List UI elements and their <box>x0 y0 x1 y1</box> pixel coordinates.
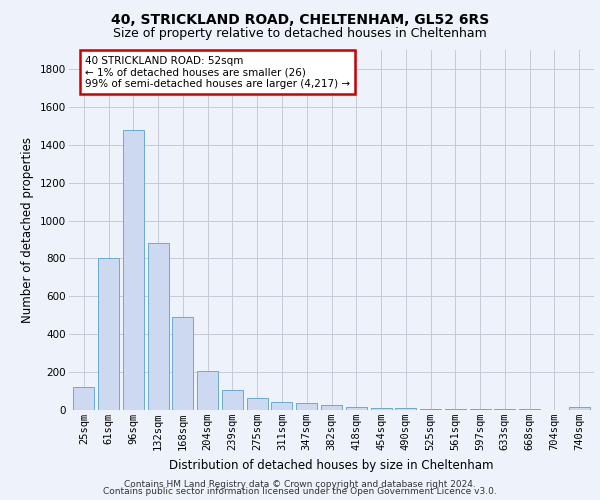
Bar <box>346 407 367 410</box>
Bar <box>73 388 94 410</box>
Text: Size of property relative to detached houses in Cheltenham: Size of property relative to detached ho… <box>113 28 487 40</box>
Bar <box>569 406 590 410</box>
Bar <box>222 390 243 410</box>
Bar <box>172 317 193 410</box>
Text: Contains public sector information licensed under the Open Government Licence v3: Contains public sector information licen… <box>103 487 497 496</box>
Bar <box>296 404 317 410</box>
Bar <box>123 130 144 410</box>
Bar <box>395 408 416 410</box>
Text: 40, STRICKLAND ROAD, CHELTENHAM, GL52 6RS: 40, STRICKLAND ROAD, CHELTENHAM, GL52 6R… <box>111 12 489 26</box>
Bar <box>197 371 218 410</box>
Text: Contains HM Land Registry data © Crown copyright and database right 2024.: Contains HM Land Registry data © Crown c… <box>124 480 476 489</box>
Text: 40 STRICKLAND ROAD: 52sqm
← 1% of detached houses are smaller (26)
99% of semi-d: 40 STRICKLAND ROAD: 52sqm ← 1% of detach… <box>85 56 350 89</box>
Bar <box>445 409 466 410</box>
Bar <box>470 409 491 410</box>
Bar <box>420 409 441 410</box>
X-axis label: Distribution of detached houses by size in Cheltenham: Distribution of detached houses by size … <box>169 458 494 471</box>
Y-axis label: Number of detached properties: Number of detached properties <box>22 137 34 323</box>
Bar <box>247 398 268 410</box>
Bar <box>148 244 169 410</box>
Bar <box>321 405 342 410</box>
Bar <box>371 408 392 410</box>
Bar <box>271 402 292 410</box>
Bar <box>98 258 119 410</box>
